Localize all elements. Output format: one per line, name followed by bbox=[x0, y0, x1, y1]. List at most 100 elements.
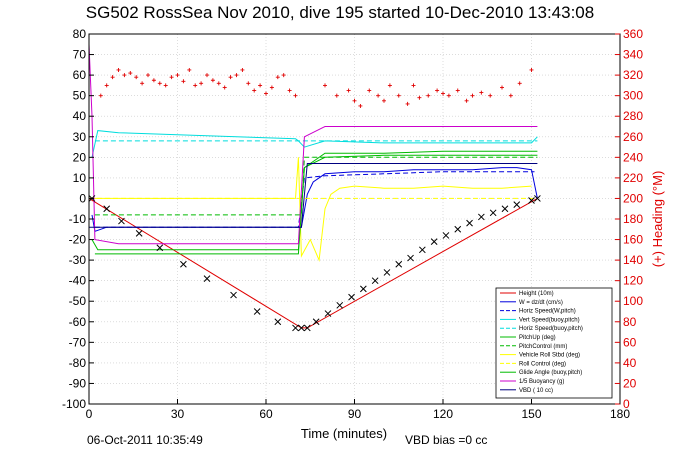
left-tick-label-10: -20 bbox=[69, 233, 87, 247]
right-tick-label-7: 220 bbox=[623, 171, 643, 185]
height-marker-4 bbox=[156, 244, 164, 252]
left-tick-label-6: 20 bbox=[73, 150, 87, 164]
heading-point-4 bbox=[122, 73, 127, 78]
heading-point-19 bbox=[210, 78, 215, 83]
heading-point-23 bbox=[234, 73, 239, 78]
series-line-3 bbox=[91, 130, 538, 158]
series-line-10 bbox=[88, 44, 538, 245]
heading-point-3 bbox=[116, 67, 121, 72]
legend-label-5: PitchUp (deg) bbox=[519, 335, 556, 341]
chart-title: SG502 RossSea Nov 2010, dive 195 started… bbox=[86, 3, 594, 22]
height-marker-29 bbox=[501, 205, 509, 213]
height-marker-25 bbox=[454, 225, 462, 233]
heading-point-37 bbox=[352, 98, 357, 103]
right-tick-label-5: 260 bbox=[623, 130, 643, 144]
heading-point-17 bbox=[199, 81, 204, 86]
right-tick-label-10: 160 bbox=[623, 233, 643, 247]
height-marker-14 bbox=[324, 310, 332, 317]
heading-point-45 bbox=[411, 83, 416, 88]
height-marker-5 bbox=[180, 260, 187, 268]
left-tick-label-17: -90 bbox=[69, 376, 87, 390]
heading-point-57 bbox=[508, 93, 513, 98]
series-line-0 bbox=[88, 197, 538, 329]
heading-point-32 bbox=[287, 88, 292, 93]
right-tick-label-15: 60 bbox=[623, 335, 637, 349]
heading-point-40 bbox=[376, 93, 381, 98]
height-marker-13 bbox=[312, 318, 320, 326]
left-tick-label-15: -70 bbox=[69, 335, 87, 349]
height-marker-20 bbox=[395, 260, 403, 268]
height-marker-12 bbox=[303, 324, 311, 332]
series-line-11 bbox=[89, 163, 538, 228]
heading-point-34 bbox=[323, 83, 327, 88]
legend-box bbox=[495, 287, 613, 399]
height-marker-10 bbox=[292, 324, 299, 332]
heading-point-51 bbox=[455, 88, 460, 93]
heading-point-58 bbox=[517, 81, 522, 86]
height-marker-17 bbox=[359, 285, 367, 293]
height-marker-30 bbox=[513, 201, 521, 208]
right-tick-label-6: 240 bbox=[623, 150, 643, 164]
heading-point-21 bbox=[222, 85, 227, 90]
heading-point-55 bbox=[488, 93, 493, 98]
height-marker-11 bbox=[298, 324, 305, 332]
heading-point-53 bbox=[470, 93, 475, 98]
heading-point-8 bbox=[146, 73, 150, 78]
heading-point-50 bbox=[446, 93, 451, 98]
heading-point-31 bbox=[281, 73, 286, 78]
height-marker-23 bbox=[430, 238, 438, 245]
heading-point-30 bbox=[275, 75, 280, 80]
heading-point-52 bbox=[464, 98, 469, 103]
height-marker-6 bbox=[203, 275, 211, 282]
heading-point-0 bbox=[98, 93, 103, 98]
height-marker-18 bbox=[371, 277, 379, 285]
legend-label-4: Horiz Speed(buoy,pitch) bbox=[519, 326, 583, 332]
right-tick-label-9: 180 bbox=[623, 212, 643, 226]
heading-point-46 bbox=[417, 95, 422, 100]
right-axis-label: (+) Heading (°M) bbox=[650, 171, 665, 268]
heading-point-10 bbox=[157, 81, 162, 86]
left-axis-ticks: 80 70 60 50 40 30 20 10 0 -10 -20 -30 -40 -50 -60 -70 -8… bbox=[62, 27, 94, 411]
series-line-7 bbox=[89, 157, 532, 263]
legend-label-1: W = dz/dt (cm/s) bbox=[519, 300, 563, 306]
heading-point-35 bbox=[334, 93, 339, 98]
left-tick-label-9: -10 bbox=[69, 212, 87, 226]
right-tick-label-17: 20 bbox=[623, 376, 637, 390]
height-marker-7 bbox=[230, 291, 237, 299]
heading-point-47 bbox=[426, 93, 431, 98]
heading-point-12 bbox=[169, 75, 174, 80]
legend-label-11: VBD ( 10 cc) bbox=[519, 388, 553, 394]
heading-points bbox=[98, 67, 534, 108]
heading-point-39 bbox=[367, 88, 372, 93]
height-marker-15 bbox=[336, 301, 344, 309]
legend-label-6: PitchControl (mm) bbox=[519, 344, 567, 350]
right-tick-label-18: 0 bbox=[623, 397, 630, 411]
bottom-tick-label-3: 90 bbox=[348, 407, 362, 421]
left-tick-label-12: -40 bbox=[69, 274, 87, 288]
right-tick-label-2: 320 bbox=[623, 68, 643, 82]
footer-vbd-bias: VBD bias =0 cc bbox=[405, 433, 487, 447]
heading-point-42 bbox=[387, 83, 392, 88]
legend-label-9: Glide Angle (buoy,pitch) bbox=[519, 370, 582, 376]
left-tick-label-8: 0 bbox=[79, 191, 86, 205]
height-marker-21 bbox=[407, 254, 414, 262]
right-tick-label-4: 280 bbox=[623, 109, 643, 123]
footer-timestamp: 06-Oct-2011 10:35:49 bbox=[87, 433, 203, 447]
series-layer bbox=[88, 44, 538, 329]
heading-point-28 bbox=[264, 91, 268, 96]
left-tick-label-11: -30 bbox=[69, 253, 87, 267]
heading-point-13 bbox=[175, 73, 180, 78]
heading-point-26 bbox=[252, 88, 257, 93]
left-tick-label-2: 60 bbox=[73, 68, 87, 82]
heading-point-44 bbox=[405, 101, 410, 106]
right-tick-label-0: 360 bbox=[623, 27, 643, 41]
legend-label-10: 1/5 Buoyancy (g) bbox=[519, 379, 564, 385]
heading-point-25 bbox=[246, 81, 251, 86]
heading-point-22 bbox=[228, 75, 233, 80]
legend-label-7: Vehicle Roll Stbd (deg) bbox=[519, 353, 580, 359]
height-marker-19 bbox=[383, 269, 391, 276]
left-tick-label-14: -60 bbox=[69, 315, 87, 329]
height-marker-9 bbox=[274, 318, 282, 326]
legend-label-3: Vert Speed(buoy,pitch) bbox=[519, 317, 580, 323]
heading-point-20 bbox=[216, 81, 221, 86]
